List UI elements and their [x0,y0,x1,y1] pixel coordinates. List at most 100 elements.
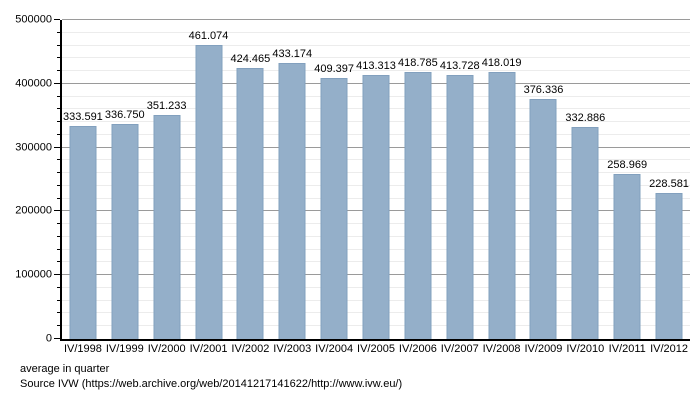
bar-slot: 433.174 [271,20,313,339]
major-gridline [62,19,690,20]
bar-value-label: 351.233 [146,99,187,112]
x-axis-label: IV/2005 [357,343,395,355]
y-axis-tick [57,261,60,263]
y-axis-tick [57,108,60,110]
bar-slot: 424.465 [229,20,271,339]
y-axis-tick [54,82,60,84]
y-axis-tick [54,210,60,212]
bar-slot: 258.969 [606,20,648,339]
chart-footer: average in quarter Source IVW (https://w… [20,362,402,392]
plot-area: 0 100000 200000 300000 400000 500000 333.591 3… [15,14,690,355]
minor-gridline [62,70,690,72]
y-axis-tick [57,184,60,186]
bar-IV/2012 [655,193,683,339]
y-axis-label: 500000 [15,13,52,26]
y-axis-label: 400000 [15,77,52,90]
x-axis-label: IV/2012 [650,343,689,355]
x-axis-label: IV/2000 [147,343,186,355]
bar-IV/1998 [69,126,97,339]
bar-slot: 336.750 [104,20,146,339]
bar-IV/2001 [195,44,223,339]
y-axis-tick [54,146,60,148]
x-axis-label: IV/2004 [315,343,354,355]
bar-IV/2002 [236,68,264,339]
minor-gridline [62,31,690,33]
bar-value-label: 461.074 [188,29,229,42]
x-axis-label: IV/2001 [189,343,228,355]
y-axis-label: 200000 [15,204,52,217]
bar-IV/2005 [362,75,390,339]
chart-source: Source IVW (https://web.archive.org/web/… [20,378,403,390]
y-axis-tick [54,19,60,20]
bar-value-label: 409.397 [314,62,354,75]
bar-value-label: 336.750 [104,109,145,122]
x-axis-label: IV/2007 [440,343,479,355]
bar-IV/2004 [320,77,348,339]
bar-value-label: 413.313 [356,60,396,73]
bar-value-label: 258.969 [607,158,648,171]
y-axis-tick [57,31,60,33]
bar-value-label: 433.174 [272,47,313,60]
y-axis-tick [57,121,60,123]
bar-IV/2011 [613,173,641,339]
bar-IV/2000 [153,114,181,339]
bar-slot: 376.336 [523,20,565,339]
x-axis-label: IV/2008 [482,343,521,355]
bar-IV/1999 [111,124,139,339]
bar-IV/2009 [529,98,557,339]
y-axis-label: 0 [45,332,52,345]
y-axis-tick [57,248,60,250]
bar-value-label: 418.019 [481,57,522,70]
y-axis-tick [57,197,60,199]
bar-slot: 332.886 [564,20,606,339]
bar-value-label: 376.336 [523,83,564,96]
y-axis-tick [57,133,60,135]
y-axis-tick [57,57,60,59]
bar-value-label: 332.886 [565,111,606,124]
bar-value-label: 424.465 [230,53,271,66]
x-axis-label: IV/1998 [63,343,102,355]
y-axis-tick [57,235,60,237]
y-axis-tick [57,44,60,46]
y-axis-tick [57,312,60,314]
bar-slot: 333.591 [62,20,104,339]
y-axis-tick [57,223,60,225]
bar-value-label: 333.591 [63,111,103,124]
y-axis-tick [54,338,60,339]
minor-gridline [62,44,690,46]
chart-caption: average in quarter [20,363,110,375]
x-axis-label: IV/1999 [105,343,144,355]
y-axis-tick [57,172,60,174]
bar-slot: 351.233 [146,20,188,339]
y-axis-tick [57,95,60,97]
y-axis-label: 300000 [15,141,52,154]
bar-slot: 413.728 [439,20,481,339]
x-axis-label: IV/2006 [398,343,437,355]
y-axis-label: 100000 [15,268,52,281]
y-axis-tick [57,70,60,72]
bar-IV/2008 [488,72,516,339]
bar-value-label: 228.581 [649,178,689,191]
bar-value-label: 418.785 [397,56,438,69]
bar-IV/2006 [404,71,432,339]
bar-slot: 228.581 [648,20,690,339]
x-axis-label: IV/2003 [273,343,312,355]
bar-slot: 418.019 [481,20,523,339]
x-axis-label: IV/2002 [231,343,270,355]
bar-IV/2010 [571,126,599,339]
x-axis-label: IV/2010 [566,343,605,355]
bar-IV/2003 [278,62,306,339]
bar-slot: 409.397 [313,20,355,339]
bar-value-label: 413.728 [439,60,480,73]
y-axis-tick [57,286,60,288]
y-axis-tick [54,274,60,276]
minor-gridline [62,57,690,59]
bar-slot: 413.313 [355,20,397,339]
bar-slot: 461.074 [188,20,230,339]
bar-IV/2007 [446,75,474,339]
x-axis-label: IV/2009 [524,343,563,355]
y-axis-tick [57,299,60,301]
x-axis-label: IV/2011 [608,343,646,355]
y-axis-tick [57,159,60,161]
